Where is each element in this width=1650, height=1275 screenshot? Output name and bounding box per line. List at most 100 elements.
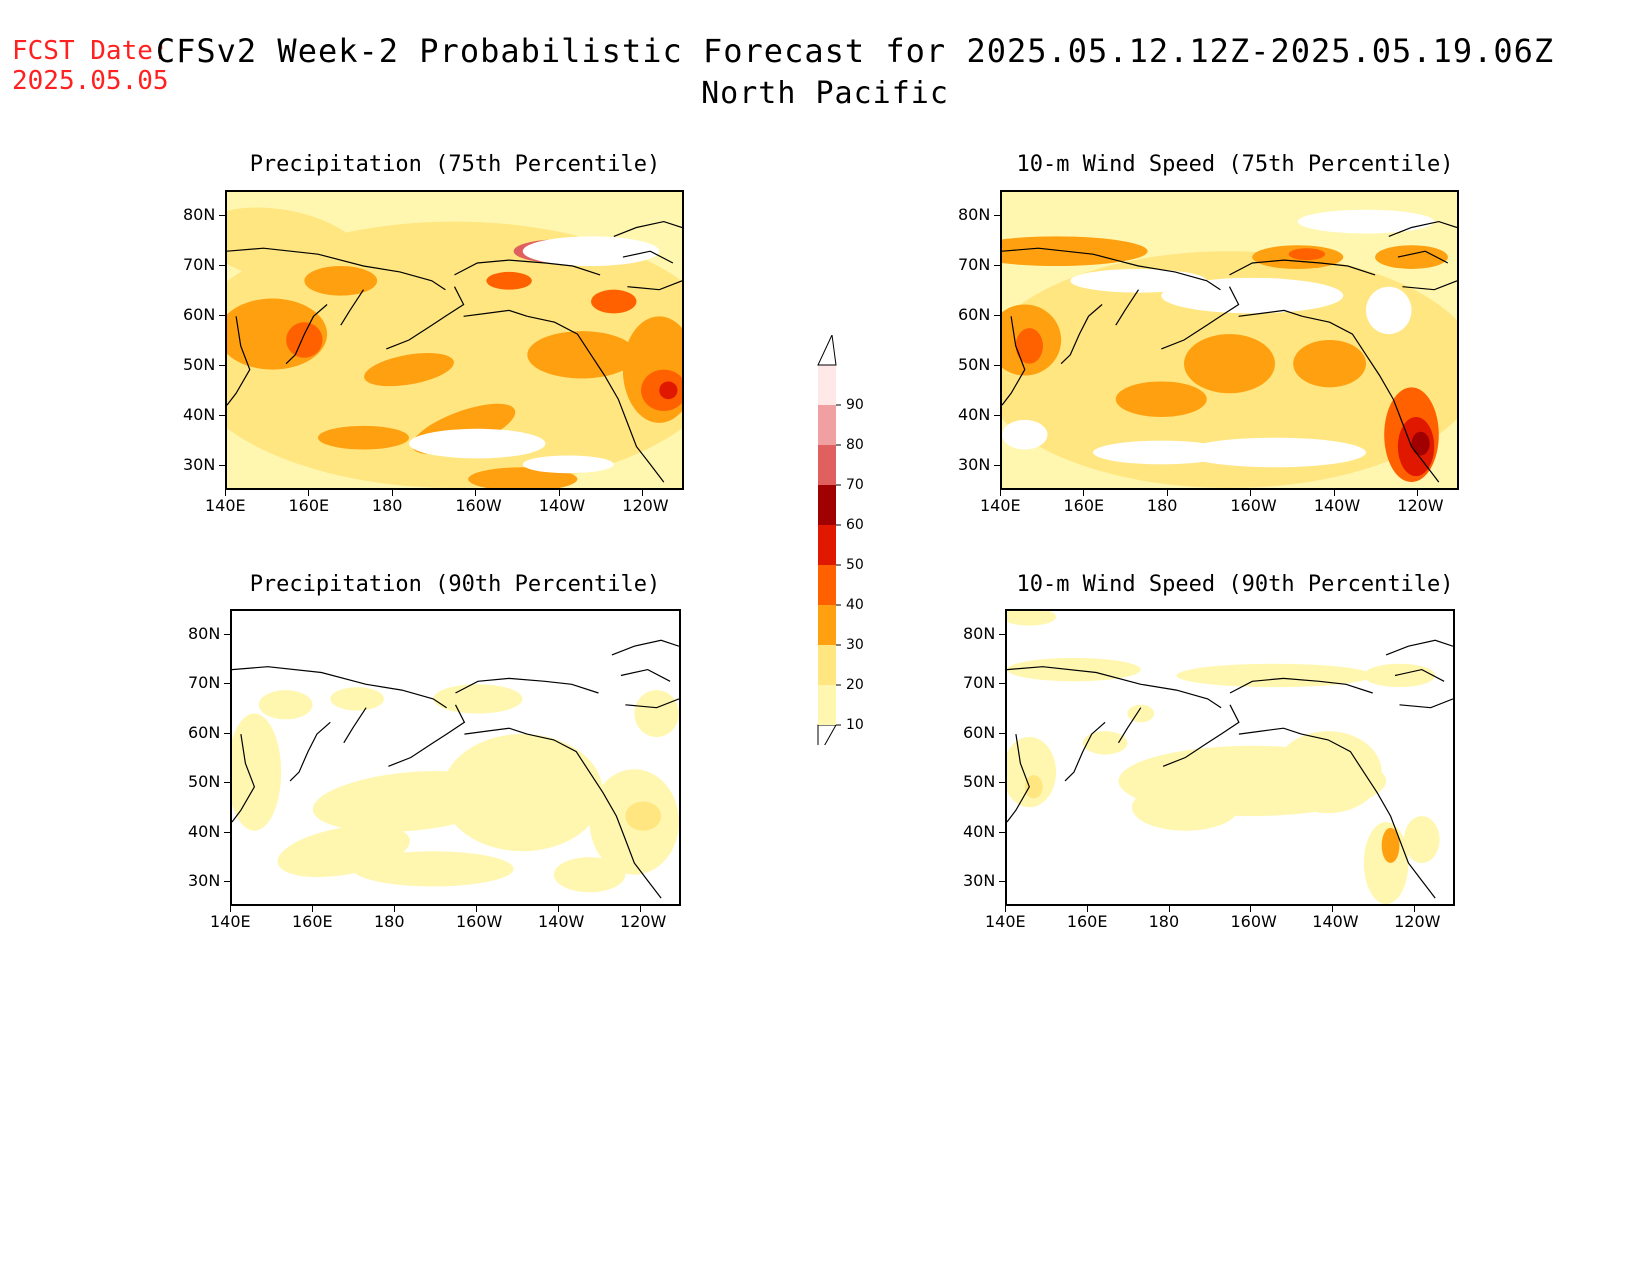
probability-contour-region — [468, 467, 578, 488]
colorbar-swatch — [818, 405, 836, 445]
lat-tick-label: 30N — [963, 871, 996, 891]
colorbar-label: 90 — [846, 397, 864, 413]
fcst-date-value: 2025.05.05 — [12, 66, 169, 96]
lat-tick-label: 40N — [188, 821, 221, 841]
lat-tick-label: 70N — [963, 673, 996, 693]
lat-tick — [224, 633, 230, 635]
coastline — [1115, 289, 1140, 326]
lon-tick — [1414, 906, 1416, 912]
lon-tick — [558, 906, 559, 912]
colorbar-label: 70 — [846, 477, 864, 493]
lon-tick-label: 120W — [622, 496, 669, 515]
figure-title: CFSv2 Week-2 Probabilistic Forecast for … — [0, 32, 1650, 111]
lat-tick-label: 70N — [183, 255, 216, 274]
coastline — [1162, 704, 1240, 767]
lat-tick-label: 60N — [183, 305, 216, 324]
probability-contour-region — [433, 684, 523, 714]
coastline — [1161, 286, 1240, 350]
lat-tick — [999, 782, 1005, 784]
coastline — [620, 668, 671, 682]
panel-title-wind-90: 10-m Wind Speed (90th Percentile) — [1016, 572, 1454, 597]
probability-contour-region — [1070, 268, 1207, 293]
colorbar-swatch — [818, 565, 836, 605]
panel-title-precip-75: Precipitation (75th Percentile) — [249, 152, 661, 177]
coastline — [454, 259, 601, 276]
probability-contour-region — [625, 801, 662, 831]
lat-tick — [219, 215, 225, 216]
probability-contour-region — [1288, 248, 1326, 261]
probability-contour-region — [527, 331, 637, 379]
probability-contour-region — [330, 687, 384, 711]
lon-tick-label: 160E — [1066, 912, 1108, 931]
lat-tick-label: 40N — [963, 821, 996, 841]
panel-title-wind-75: 10-m Wind Speed (75th Percentile) — [1016, 152, 1454, 177]
lon-tick — [1083, 490, 1085, 496]
lon-tick — [1086, 906, 1088, 912]
coastline — [1397, 250, 1449, 264]
probability-contour-region — [591, 289, 637, 314]
lon-tick-label: 140E — [980, 496, 1021, 515]
lon-tick — [230, 906, 231, 912]
coastline — [625, 698, 679, 709]
lon-tick-label: 120W — [1397, 496, 1444, 515]
colorbar-upper-extension — [817, 335, 837, 366]
coastline — [343, 707, 367, 744]
lat-tick-label: 80N — [958, 205, 991, 224]
lon-tick-label: 160W — [455, 496, 502, 515]
colorbar-swatch — [818, 445, 836, 485]
coastline — [1060, 304, 1103, 365]
probability-contour-region — [1366, 286, 1412, 335]
lon-tick-label: 120W — [1394, 912, 1441, 931]
lat-tick-label: 40N — [183, 405, 216, 424]
lat-tick — [219, 265, 225, 266]
lon-tick — [1417, 490, 1419, 496]
coastline — [464, 727, 528, 735]
coastline — [527, 315, 665, 483]
lat-tick — [219, 415, 225, 416]
probability-contour-region — [1015, 328, 1043, 364]
coastline — [1229, 677, 1373, 694]
coastline — [1385, 639, 1453, 656]
probability-contour-region — [258, 690, 313, 720]
lat-tick-label: 80N — [963, 623, 996, 643]
probability-contour-region — [634, 690, 679, 737]
coastline — [340, 289, 365, 326]
probability-contour-region — [553, 857, 626, 893]
coastline — [232, 734, 256, 823]
probability-contour-region — [1184, 334, 1275, 394]
coastline — [1229, 259, 1376, 276]
lat-tick — [994, 315, 1000, 316]
coastline — [1117, 707, 1142, 744]
lon-tick — [312, 906, 313, 912]
coastline — [1238, 727, 1302, 735]
probability-contour-region — [364, 353, 454, 387]
colorbar-label: 80 — [846, 437, 864, 453]
coastline — [1064, 721, 1106, 782]
lat-tick — [219, 315, 225, 316]
probability-contour-region — [1403, 816, 1440, 863]
lon-tick-label: 140W — [1312, 912, 1359, 931]
lat-tick — [224, 732, 230, 734]
colorbar-label: 20 — [846, 677, 864, 693]
lon-tick-label: 180 — [1148, 912, 1180, 931]
lat-tick-label: 60N — [188, 722, 221, 742]
coastline — [526, 733, 662, 899]
lat-tick-label: 50N — [183, 355, 216, 374]
lon-tick-label: 140W — [538, 912, 585, 931]
lon-tick-label: 160W — [456, 912, 503, 931]
colorbar-label: 10 — [846, 717, 864, 733]
lon-tick — [640, 906, 641, 912]
coastline — [1007, 734, 1030, 823]
coastline — [289, 721, 331, 782]
colorbar-swatch — [818, 525, 836, 565]
lon-tick — [1166, 490, 1168, 496]
probability-contour-region — [1411, 431, 1430, 456]
fcst-date-caption: FCST Date: — [12, 36, 169, 66]
lon-tick — [308, 490, 310, 496]
lat-tick-label: 60N — [958, 305, 991, 324]
probability-contour-region — [1297, 209, 1435, 234]
lat-tick — [994, 415, 1000, 416]
lon-tick — [475, 490, 477, 496]
probability-contour-region — [1184, 437, 1366, 468]
probability-contour-region — [1093, 440, 1230, 465]
